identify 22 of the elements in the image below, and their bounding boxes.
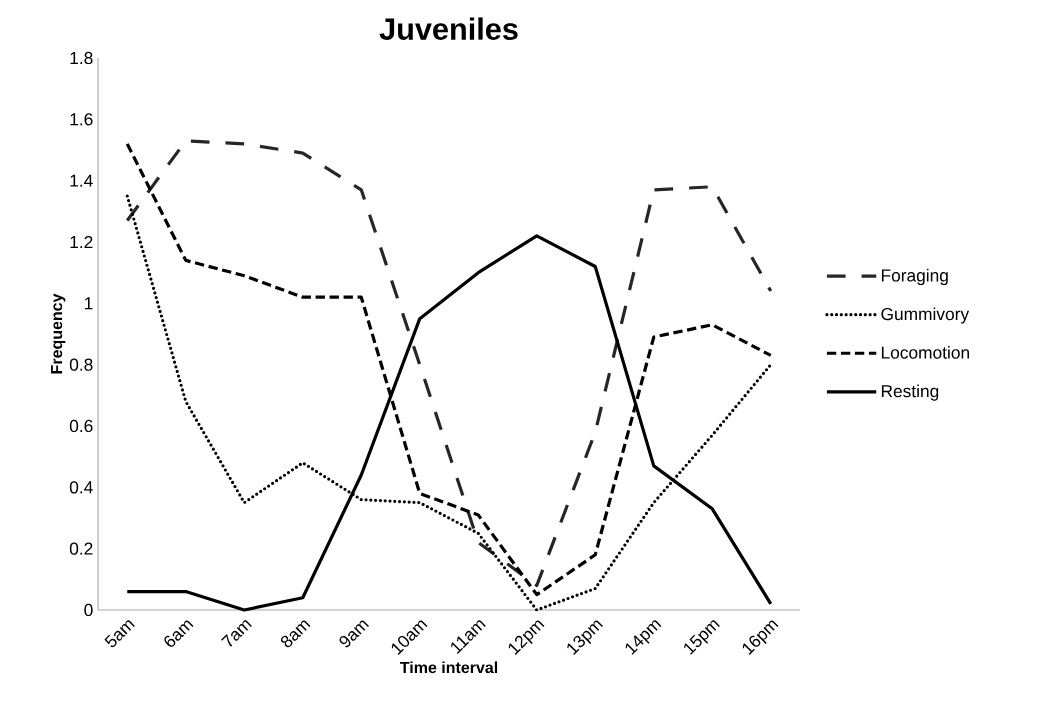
legend-label: Resting	[881, 384, 939, 401]
y-tick-label: 1.8	[70, 51, 93, 65]
y-tick-label: 1.6	[70, 113, 93, 126]
legend-label: Gummivory	[881, 307, 970, 324]
legend-label: Locomotion	[881, 345, 969, 359]
chart-title: Juveniles	[379, 17, 518, 40]
y-tick-label: 0.4	[69, 481, 93, 494]
x-tick-label: 6am	[164, 620, 194, 647]
y-tick-label: 0	[84, 603, 93, 617]
legend-label: Foraging	[881, 268, 948, 286]
y-axis-title: Frequency	[51, 293, 66, 374]
y-tick-label: 1	[84, 297, 93, 310]
x-axis-title: Time interval	[399, 661, 498, 674]
y-tick-label: 1.2	[70, 235, 93, 249]
x-tick-label: 7am	[221, 620, 252, 647]
x-tick-label: 9am	[339, 620, 370, 648]
y-tick-label: 0.6	[69, 419, 93, 433]
y-tick-label: 0.2	[69, 542, 93, 555]
x-tick-label: 8am	[280, 620, 311, 648]
y-tick-label: 0.8	[69, 358, 93, 371]
x-tick-label: 5am	[104, 620, 135, 648]
y-tick-label: 1.4	[70, 174, 93, 187]
